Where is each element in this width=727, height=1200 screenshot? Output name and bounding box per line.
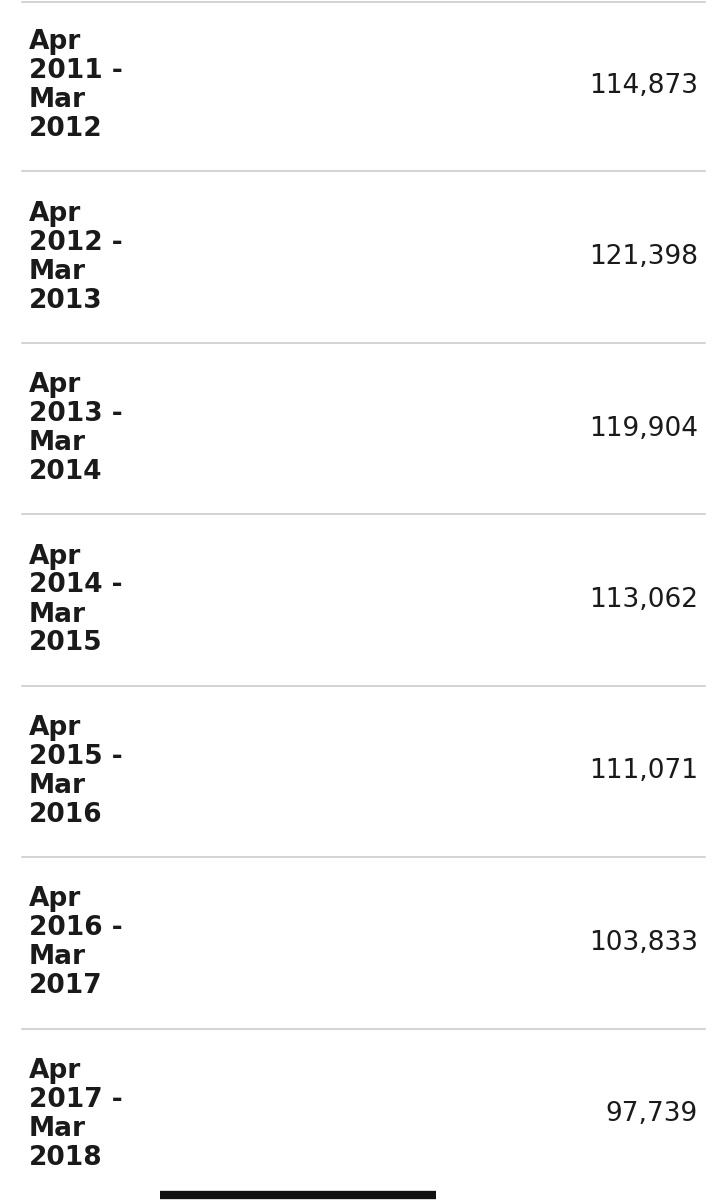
Text: Apr
2015 -
Mar
2016: Apr 2015 - Mar 2016 — [29, 715, 123, 828]
Text: 121,398: 121,398 — [589, 244, 698, 270]
Text: 114,873: 114,873 — [589, 73, 698, 98]
Text: Apr
2014 -
Mar
2015: Apr 2014 - Mar 2015 — [29, 544, 123, 656]
Text: 111,071: 111,071 — [589, 758, 698, 785]
Text: Apr
2013 -
Mar
2014: Apr 2013 - Mar 2014 — [29, 372, 123, 485]
Text: Apr
2017 -
Mar
2018: Apr 2017 - Mar 2018 — [29, 1057, 123, 1171]
Text: 97,739: 97,739 — [606, 1102, 698, 1127]
Text: Apr
2012 -
Mar
2013: Apr 2012 - Mar 2013 — [29, 200, 123, 313]
Text: 119,904: 119,904 — [589, 415, 698, 442]
Text: Apr
2011 -
Mar
2012: Apr 2011 - Mar 2012 — [29, 29, 123, 143]
Text: 113,062: 113,062 — [589, 587, 698, 613]
Text: Apr
2016 -
Mar
2017: Apr 2016 - Mar 2017 — [29, 887, 123, 1000]
Text: 103,833: 103,833 — [589, 930, 698, 956]
